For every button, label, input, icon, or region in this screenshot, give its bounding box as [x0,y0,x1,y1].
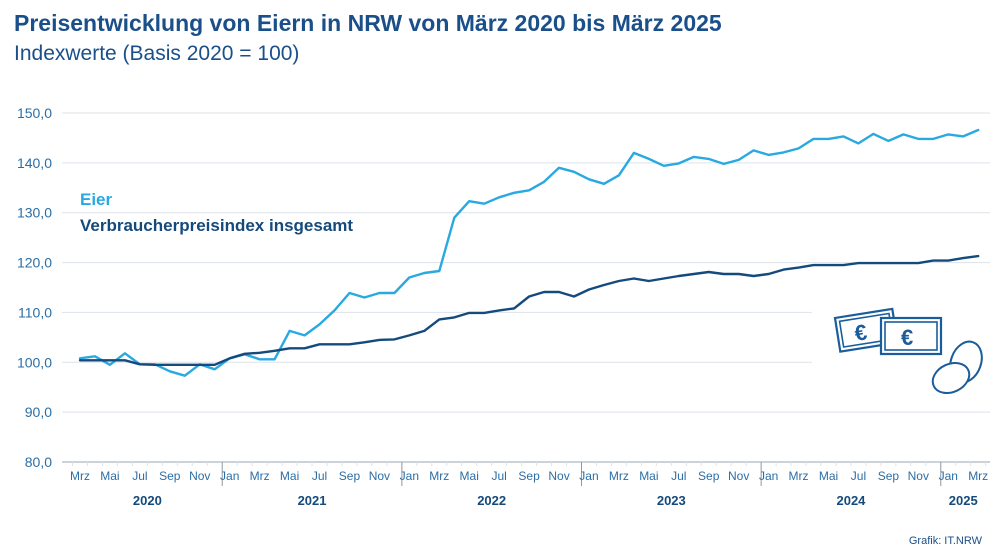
legend-entry-eier: Eier [80,190,113,209]
chart-subtitle: Indexwerte (Basis 2020 = 100) [14,42,299,65]
x-tick-label: Jan [400,469,419,483]
x-tick-label: Sep [159,469,181,483]
y-tick-label: 140,0 [17,155,52,171]
x-tick-label: Mrz [968,469,988,483]
x-tick-label: Nov [908,469,929,483]
y-tick-label: 110,0 [18,304,52,320]
egg-icon [931,361,971,395]
x-tick-label: Mrz [250,469,270,483]
x-tick-label: Sep [339,469,361,483]
x-tick-label: Mrz [789,469,809,483]
x-tick-label: Mrz [429,469,449,483]
x-tick-label: Nov [548,469,569,483]
x-tick-label: Mai [639,469,658,483]
x-tick-label: Mrz [609,469,629,483]
x-tick-label: Jan [220,469,239,483]
x-axis: Mrz Mai Jul Sep Nov Jan Mrz Mai Jul Sep Nov Jan Mrz M… [70,462,988,508]
svg-text:€: € [901,325,913,350]
x-tick-label: Mai [100,469,119,483]
chart-title: Preisentwicklung von Eiern in NRW von Mä… [14,10,722,36]
x-tick-label: Nov [369,469,390,483]
x-tick-label: Jul [851,469,866,483]
y-tick-label: 150,0 [17,105,52,121]
x-tick-label: Jan [579,469,598,483]
year-label: 2025 [949,493,978,508]
x-tick-label: Jul [312,469,327,483]
euro-banknote-icon: € [879,316,943,356]
y-tick-label: 100,0 [17,354,52,370]
x-tick-label: Jan [939,469,958,483]
x-tick-label: Nov [728,469,749,483]
year-label: 2022 [477,493,506,508]
year-label: 2024 [836,493,866,508]
legend: Eier Verbraucherpreisindex insgesamt [80,190,353,235]
source-credit: Grafik: IT.NRW [909,535,983,547]
x-tick-label: Sep [878,469,900,483]
x-tick-label: Mai [280,469,299,483]
y-tick-label: 80,0 [25,454,52,470]
svg-text:€: € [853,319,869,346]
x-tick-label: Mai [460,469,479,483]
year-label: 2021 [298,493,327,508]
x-tick-label: Mrz [70,469,90,483]
y-tick-label: 90,0 [25,404,52,420]
y-axis-ticks: 80,0 90,0 100,0 110,0 120,0 130,0 140,0 150,0 [17,105,52,470]
y-tick-label: 130,0 [17,205,52,221]
year-label: 2023 [657,493,686,508]
x-tick-label: Jul [491,469,506,483]
gridlines [62,112,990,463]
euro-egg-illustration: € € [833,307,983,395]
x-tick-label: Mai [819,469,838,483]
x-tick-label: Sep [518,469,540,483]
series-line-vpi [78,254,980,366]
x-tick-label: Nov [189,469,210,483]
series-lines [78,128,980,377]
year-label: 2020 [133,493,162,508]
x-tick-label: Jan [759,469,778,483]
legend-entry-vpi: Verbraucherpreisindex insgesamt [80,216,353,235]
x-tick-label: Jul [132,469,147,483]
x-tick-label: Jul [671,469,686,483]
y-tick-label: 120,0 [17,255,52,271]
x-tick-label: Sep [698,469,720,483]
